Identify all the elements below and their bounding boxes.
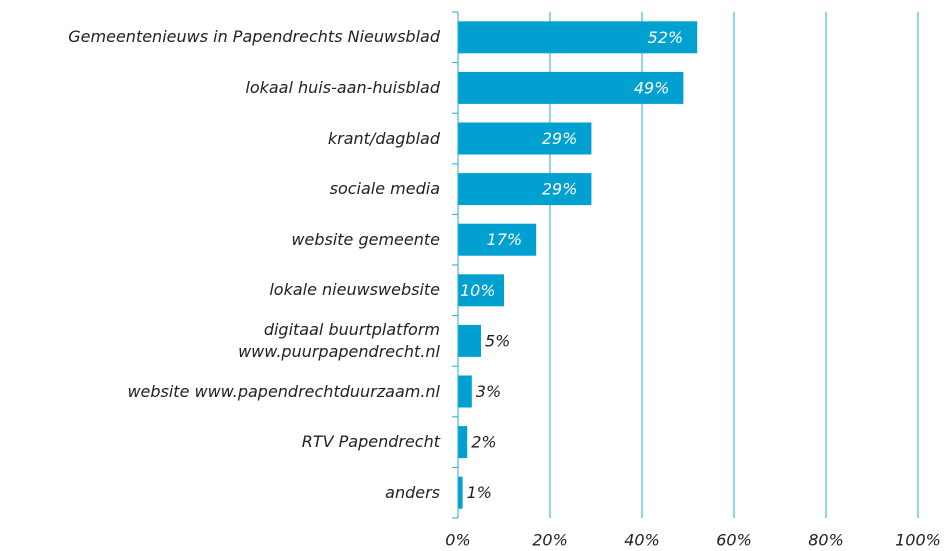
value-label: 5%	[485, 331, 510, 350]
category-label: website gemeente	[291, 229, 440, 249]
x-tick-label: 20%	[532, 531, 568, 550]
x-tick-label: 0%	[445, 531, 470, 550]
bar	[458, 21, 698, 54]
category-label: website www.papendrechtduurzaam.nl	[127, 381, 440, 401]
x-tick-label: 60%	[716, 531, 752, 550]
value-label: 2%	[471, 433, 496, 452]
category-label: lokaal huis-aan-huisblad	[245, 77, 440, 97]
bar	[458, 122, 592, 155]
category-label: sociale media	[329, 179, 440, 199]
bar	[458, 274, 504, 307]
x-tick-label: 80%	[808, 531, 844, 550]
category-label: lokale nieuwswebsite	[269, 280, 440, 300]
category-label: anders	[385, 482, 440, 502]
value-label: 1%	[467, 483, 492, 502]
value-label: 10%	[460, 281, 496, 300]
value-label: 29%	[542, 180, 578, 199]
bar	[458, 375, 472, 408]
bar	[458, 324, 481, 357]
bar	[458, 476, 463, 509]
value-label: 49%	[634, 78, 670, 97]
category-label: krant/dagblad	[327, 128, 440, 148]
bar	[458, 71, 684, 104]
category-label: RTV Papendrecht	[301, 432, 440, 452]
category-label: digitaal buurtplatform www.puurpapendrec…	[238, 319, 440, 361]
bar	[458, 223, 537, 256]
value-label: 29%	[542, 129, 578, 148]
category-label: Gemeentenieuws in Papendrechts Nieuwsbla…	[68, 27, 440, 47]
value-label: 17%	[487, 230, 523, 249]
bar	[458, 426, 468, 459]
x-tick-label: 100%	[895, 531, 941, 550]
bar	[458, 173, 592, 206]
value-label: 52%	[648, 28, 684, 47]
x-tick-label: 40%	[624, 531, 660, 550]
value-label: 3%	[476, 382, 501, 401]
